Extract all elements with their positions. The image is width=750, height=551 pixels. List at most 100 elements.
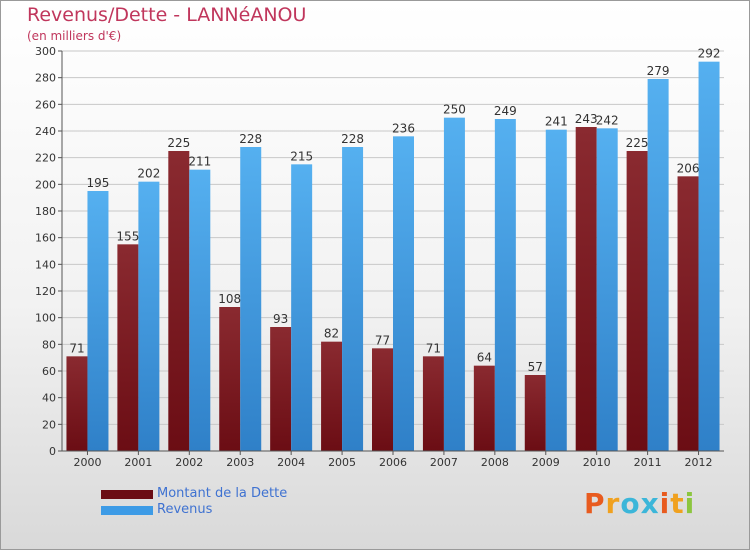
bar-dette (66, 356, 88, 451)
data-label-revenus: 250 (443, 103, 466, 117)
y-tick-label: 100 (35, 312, 56, 325)
data-label-revenus: 228 (239, 132, 262, 146)
bar-revenus (240, 147, 262, 451)
legend-swatch-dette (101, 490, 153, 499)
x-tick-label: 2000 (73, 456, 101, 469)
bar-revenus (342, 147, 364, 451)
bar-revenus (698, 61, 720, 452)
bar-revenus (443, 117, 465, 452)
bar-dette (626, 151, 648, 451)
y-tick-label: 280 (35, 72, 56, 85)
data-label-revenus: 215 (290, 149, 313, 163)
bar-revenus (138, 181, 160, 451)
bar-revenus (393, 136, 414, 452)
x-tick-label: 2003 (226, 456, 254, 469)
logo-letter: t (670, 487, 685, 520)
data-label-dette: 71 (426, 341, 441, 355)
bar-dette (575, 127, 597, 451)
data-label-revenus: 202 (137, 167, 160, 181)
bar-revenus (596, 128, 618, 451)
bar-revenus (189, 169, 211, 451)
bar-dette (524, 375, 546, 451)
data-label-dette: 155 (116, 229, 139, 243)
data-label-revenus: 228 (341, 132, 364, 146)
bar-revenus (647, 79, 669, 451)
y-tick-label: 160 (35, 232, 56, 245)
bar-dette (677, 176, 699, 452)
y-tick-label: 200 (35, 178, 56, 191)
x-tick-label: 2009 (532, 456, 560, 469)
y-tick-label: 260 (35, 98, 56, 111)
chart-subtitle: (en milliers d'€) (27, 29, 122, 43)
x-tick-label: 2002 (175, 456, 203, 469)
x-axis: 2000 2001 2002 2003 2004 2005 2006 2007 2008 2009… (62, 450, 724, 469)
y-axis: 0 20 40 60 80 100 120 140 160 180 200 220 240 260 280 3… (35, 45, 63, 458)
chart-title: Revenus/Dette - LANNéANOU (27, 4, 307, 26)
y-tick-label: 240 (35, 125, 56, 138)
data-label-dette: 225 (626, 136, 649, 150)
logo-letter: o (620, 487, 641, 520)
x-tick-label: 2011 (634, 456, 662, 469)
legend-swatch-revenus (101, 506, 153, 515)
data-label-dette: 57 (528, 360, 543, 374)
x-tick-label: 2008 (481, 456, 509, 469)
logo-letter: x (640, 487, 660, 520)
bar-revenus (291, 164, 313, 452)
x-tick-label: 2012 (685, 456, 713, 469)
legend-label-dette: Montant de la Dette (157, 486, 288, 501)
data-label-dette: 71 (69, 341, 84, 355)
y-tick-label: 0 (49, 445, 56, 458)
data-label-revenus: 292 (698, 47, 721, 61)
logo-letter: i (659, 487, 671, 520)
bar-dette (168, 151, 190, 451)
bars (66, 61, 720, 452)
y-tick-label: 120 (35, 285, 56, 298)
logo-letter: P (584, 487, 606, 520)
proxiti-logo: Proxiti (584, 487, 695, 520)
x-tick-label: 2010 (583, 456, 611, 469)
data-label-dette: 77 (375, 333, 390, 347)
bar-dette (372, 348, 393, 451)
y-tick-label: 20 (42, 418, 56, 431)
bar-revenus (494, 119, 516, 451)
y-tick-label: 300 (35, 45, 56, 58)
bar-dette (270, 327, 292, 451)
data-label-dette: 108 (218, 292, 241, 306)
data-label-revenus: 279 (647, 64, 670, 78)
x-tick-label: 2006 (379, 456, 407, 469)
y-tick-label: 60 (42, 365, 56, 378)
y-tick-label: 140 (35, 258, 56, 271)
data-labels: 71 195 155 202 225 211 108 228 93 215 82 228 77 236 71… (69, 47, 720, 374)
data-label-dette: 243 (575, 112, 598, 126)
data-label-revenus: 195 (87, 176, 110, 190)
bar-dette (473, 365, 495, 451)
legend-label-revenus: Revenus (157, 502, 213, 517)
logo-letter: i (684, 487, 696, 520)
y-tick-label: 220 (35, 152, 56, 165)
data-label-dette: 225 (167, 136, 190, 150)
data-label-revenus: 236 (392, 121, 415, 135)
x-tick-label: 2001 (124, 456, 152, 469)
y-tick-label: 40 (42, 392, 56, 405)
data-label-revenus: 241 (545, 115, 568, 129)
bar-dette (321, 341, 343, 451)
x-tick-label: 2004 (277, 456, 305, 469)
data-label-dette: 64 (477, 351, 492, 365)
x-tick-label: 2007 (430, 456, 458, 469)
bar-dette (117, 244, 139, 451)
data-label-revenus: 242 (596, 113, 619, 127)
data-label-revenus: 211 (188, 155, 211, 169)
data-label-dette: 206 (677, 161, 700, 175)
bar-dette (219, 307, 241, 451)
data-label-dette: 93 (273, 312, 288, 326)
bar-revenus (87, 191, 109, 451)
bar-dette (422, 356, 444, 451)
data-label-dette: 82 (324, 327, 339, 341)
y-tick-label: 80 (42, 338, 56, 351)
x-tick-label: 2005 (328, 456, 356, 469)
logo-letter: r (605, 487, 621, 520)
bar-revenus (545, 129, 567, 451)
data-label-revenus: 249 (494, 104, 517, 118)
